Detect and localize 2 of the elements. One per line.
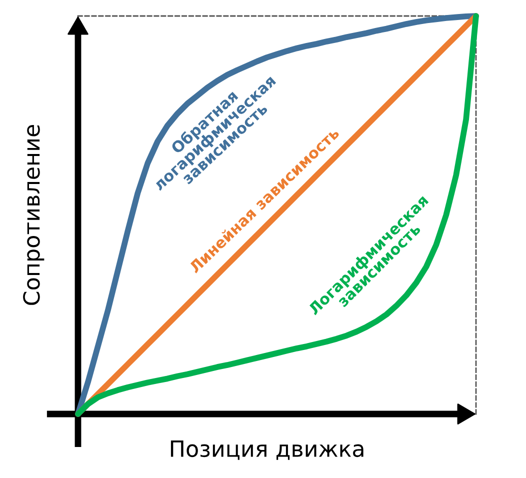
x-axis-title: Позиция движка — [170, 440, 364, 460]
y-axis-title: Сопротивление — [23, 125, 44, 305]
